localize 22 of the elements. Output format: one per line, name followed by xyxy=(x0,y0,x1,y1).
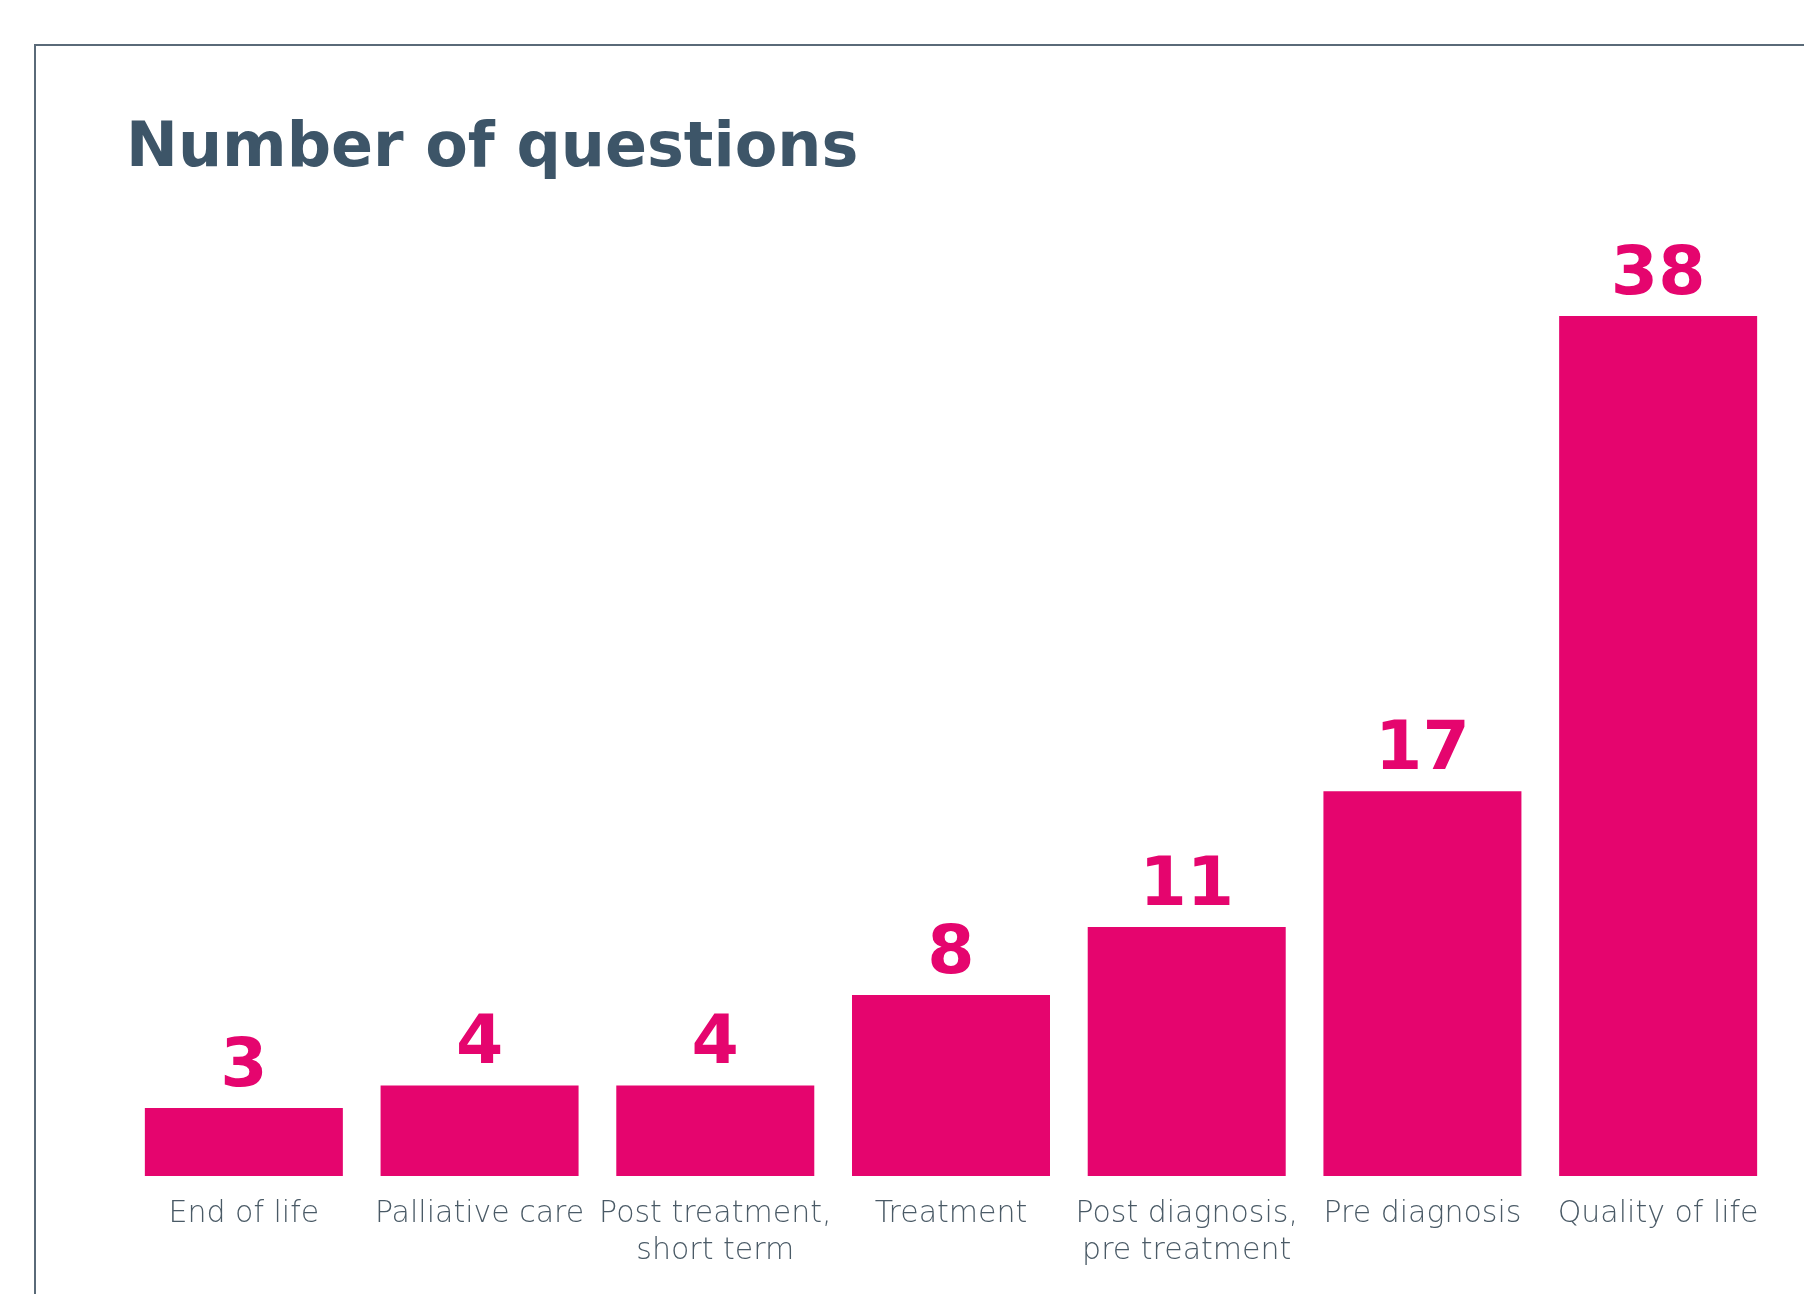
bar xyxy=(1087,927,1286,1176)
bar xyxy=(852,994,1050,1176)
x-tick-label: End of life xyxy=(168,1194,320,1229)
data-label: 3 xyxy=(220,1023,268,1103)
x-tick-label: Treatment xyxy=(874,1194,1028,1229)
data-label: 4 xyxy=(455,1000,504,1080)
data-label: 17 xyxy=(1375,706,1470,786)
x-tick-label: Pre diagnosis xyxy=(1323,1194,1522,1229)
bar xyxy=(1323,791,1522,1176)
bar xyxy=(380,1085,579,1176)
x-tick-label: Post treatment, short term xyxy=(599,1194,832,1266)
chart-title: Number of questions xyxy=(126,108,859,181)
x-tick-label: Quality of life xyxy=(1557,1194,1759,1229)
x-tick-label: Post diagnosis, pre treatment xyxy=(1075,1194,1298,1266)
data-label: 4 xyxy=(691,1000,739,1080)
data-label: 38 xyxy=(1610,231,1706,310)
bar xyxy=(144,1108,343,1176)
data-label: 8 xyxy=(927,909,975,989)
data-label: 11 xyxy=(1139,842,1235,922)
bar xyxy=(616,1085,815,1176)
bar xyxy=(1559,316,1758,1176)
x-tick-label: Palliative care xyxy=(374,1194,585,1229)
